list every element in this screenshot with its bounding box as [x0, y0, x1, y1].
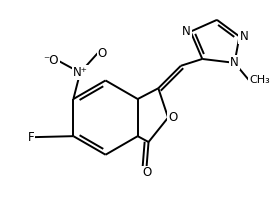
Text: CH₃: CH₃: [249, 75, 270, 85]
Text: N⁺: N⁺: [73, 66, 88, 79]
Text: N: N: [239, 30, 248, 43]
Text: O: O: [142, 166, 151, 179]
Text: O: O: [98, 47, 107, 60]
Text: O: O: [168, 111, 177, 124]
Text: ⁻O: ⁻O: [43, 54, 59, 67]
Text: N: N: [182, 25, 191, 38]
Text: F: F: [28, 131, 34, 144]
Text: N: N: [230, 56, 239, 69]
